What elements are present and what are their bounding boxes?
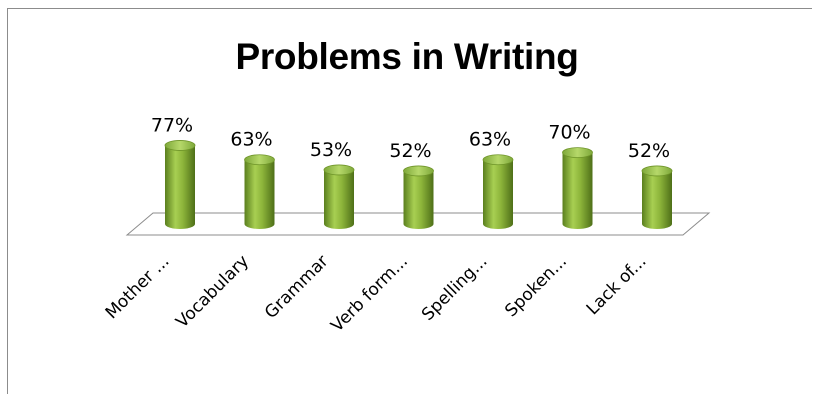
bar (482, 154, 514, 229)
data-label: 53% (310, 139, 352, 161)
bar-top (403, 165, 434, 177)
x-tick-label: Lack of... (583, 251, 651, 319)
bar (323, 164, 355, 229)
x-tick-label: Mother ... (102, 251, 174, 323)
bar-body (562, 152, 593, 229)
bar (562, 147, 593, 229)
bar (164, 140, 196, 229)
x-tick-label: Spoken... (501, 251, 571, 321)
chart-title: Problems in Writing (235, 36, 579, 77)
bar-top (482, 154, 514, 166)
data-label: 77% (151, 114, 193, 136)
bar-body (324, 169, 354, 229)
bar-body (642, 170, 672, 229)
data-label: 52% (628, 140, 670, 162)
bar-body (403, 170, 434, 229)
bar (244, 154, 275, 229)
bar-top (641, 165, 673, 177)
bar-top (323, 164, 355, 176)
bar-top (244, 154, 275, 166)
bar-top (562, 147, 593, 159)
x-tick-label: Verb form... (327, 251, 412, 336)
x-tick-label: Grammar (261, 251, 333, 323)
x-tick-label: Vocabulary (172, 251, 253, 332)
data-label: 63% (230, 129, 272, 151)
bar-top (164, 140, 196, 151)
bar (403, 165, 434, 229)
bar-body (165, 145, 195, 229)
data-label: 52% (389, 140, 431, 162)
data-label: 63% (469, 129, 511, 151)
bar-body (483, 159, 513, 229)
bar-body (244, 159, 275, 229)
x-tick-label: Spelling... (418, 251, 492, 325)
data-label: 70% (548, 122, 590, 144)
bar (641, 165, 673, 229)
